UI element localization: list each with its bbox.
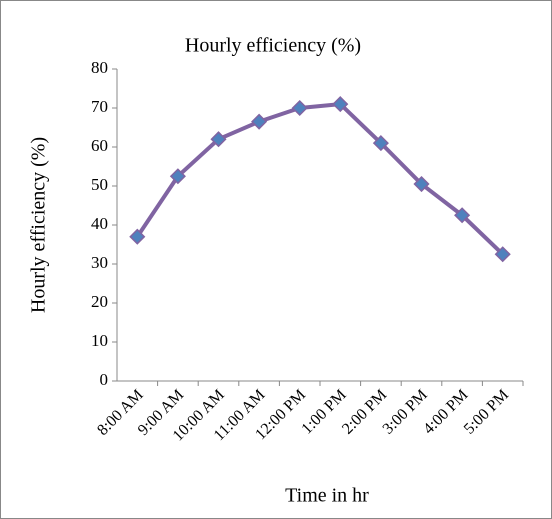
data-marker — [332, 96, 349, 113]
data-marker — [129, 228, 146, 245]
y-tick-label: 40 — [91, 214, 108, 233]
series-line — [135, 102, 505, 256]
y-tick-label: 0 — [100, 370, 109, 389]
y-tick-label: 20 — [91, 292, 108, 311]
data-marker — [291, 99, 308, 117]
y-tick-label: 70 — [91, 97, 108, 116]
y-tick-label: 60 — [91, 136, 108, 155]
data-marker — [413, 175, 430, 193]
y-tick-label: 30 — [91, 253, 108, 272]
data-marker — [169, 168, 186, 185]
y-tick-label: 50 — [91, 175, 108, 194]
y-axis-label: Hourly efficiency (%) — [28, 137, 50, 313]
data-marker — [494, 246, 511, 263]
x-axis-label: Time in hr — [285, 485, 369, 507]
data-marker — [210, 131, 227, 148]
data-marker — [454, 207, 471, 224]
data-marker — [251, 113, 268, 130]
y-tick-label: 80 — [91, 58, 108, 77]
chart-title: Hourly efficiency (%) — [185, 35, 361, 57]
y-tick-label: 10 — [91, 331, 108, 350]
data-marker — [372, 135, 389, 152]
